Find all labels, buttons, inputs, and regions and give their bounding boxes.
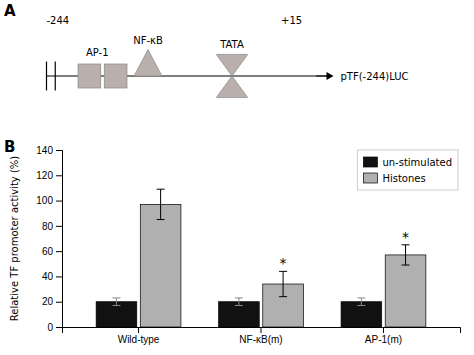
y-axis-title: Relative TF promoter activity (%) [9, 156, 20, 322]
bar [140, 204, 181, 327]
y-tick: 0 [47, 322, 62, 333]
y-tick: 100 [36, 195, 62, 206]
series [96, 298, 382, 327]
panel-a: A -244 +15 pTF(-244)LUC AP-1 NF-κB TATA [4, 2, 409, 98]
x-tick-mark [383, 327, 384, 333]
y-tick-mark [56, 327, 62, 328]
construct-label: pTF(-244)LUC [341, 71, 409, 82]
y-tick-mark [56, 226, 62, 227]
x-tick-label: NF-κB(m) [239, 334, 282, 345]
nfkb-site [134, 50, 162, 76]
y-tick-mark [56, 201, 62, 202]
y-tick-label: 0 [47, 322, 53, 333]
error-bar [157, 189, 165, 219]
significance-mark: * [402, 229, 409, 245]
y-tick-label: 40 [42, 271, 54, 282]
legend-label: Histones [382, 173, 425, 184]
error-bar [357, 298, 365, 306]
annotations: ** [280, 229, 409, 272]
y-axis-line [56, 151, 63, 328]
position-label: +15 [281, 15, 302, 26]
x-tick: Wild-type [118, 327, 160, 345]
y-tick-label: 80 [42, 221, 54, 232]
y-tick-mark [56, 175, 62, 176]
legend-item: Histones [363, 173, 425, 184]
x-tick-mark [261, 327, 262, 333]
ap1-site [104, 64, 127, 88]
y-tick: 60 [42, 246, 62, 257]
y-tick: 40 [42, 271, 62, 282]
marks [96, 189, 426, 327]
tata-site [216, 54, 248, 76]
x-tick-label: AP-1(m) [365, 334, 402, 345]
y-tick-label: 20 [42, 296, 54, 307]
y-tick-mark [56, 302, 62, 303]
error-bar [112, 298, 120, 306]
error-bar [235, 298, 243, 306]
arrow-shaft [316, 75, 328, 77]
legend: un-stimulated Histones [357, 150, 458, 190]
x-tick: AP-1(m) [365, 327, 402, 345]
y-tick: 20 [42, 296, 62, 307]
x-axis-line [63, 328, 461, 334]
position-label: -244 [47, 15, 70, 26]
figure: A -244 +15 pTF(-244)LUC AP-1 NF-κB TATA B 0 20 40 6… [0, 0, 474, 355]
legend-swatch [363, 157, 377, 167]
break-tick [55, 62, 56, 91]
site-label: AP-1 [86, 47, 109, 58]
y-tick-label: 120 [36, 170, 53, 181]
significance-mark: * [280, 255, 287, 271]
panel-label: B [4, 138, 15, 156]
x-axis: Wild-type NF-κB(m) AP-1(m) [63, 327, 461, 345]
y-tick-label: 140 [36, 145, 53, 156]
site-label: NF-κB [133, 35, 163, 46]
y-tick-label: 100 [36, 195, 53, 206]
site-label: TATA [219, 39, 244, 50]
tata-site [216, 76, 248, 98]
y-axis: 0 20 40 60 80 100 120 140 [36, 145, 62, 333]
bar [385, 255, 426, 327]
x-tick-mark [138, 327, 139, 333]
y-tick-mark [56, 251, 62, 252]
panel-label: A [4, 2, 16, 20]
legend-label: un-stimulated [382, 157, 452, 168]
y-tick-label: 60 [42, 246, 54, 257]
legend-item: un-stimulated [363, 157, 452, 168]
error-bar [402, 245, 410, 265]
legend-swatch [363, 173, 377, 183]
y-tick-mark [56, 276, 62, 277]
ap1-site [78, 64, 101, 88]
plot: 0 20 40 60 80 100 120 140 Wild-type NF-κB(m) AP-1(… [9, 145, 461, 345]
y-tick-mark [56, 150, 62, 151]
series [140, 189, 426, 327]
x-tick: NF-κB(m) [239, 327, 282, 345]
legend-frame [357, 150, 458, 190]
break-tick [46, 62, 47, 91]
y-tick: 120 [36, 170, 62, 181]
error-bar [279, 271, 287, 296]
y-tick: 140 [36, 145, 62, 156]
y-tick: 80 [42, 221, 62, 232]
arrow-head [327, 72, 334, 80]
x-tick-label: Wild-type [118, 334, 160, 345]
